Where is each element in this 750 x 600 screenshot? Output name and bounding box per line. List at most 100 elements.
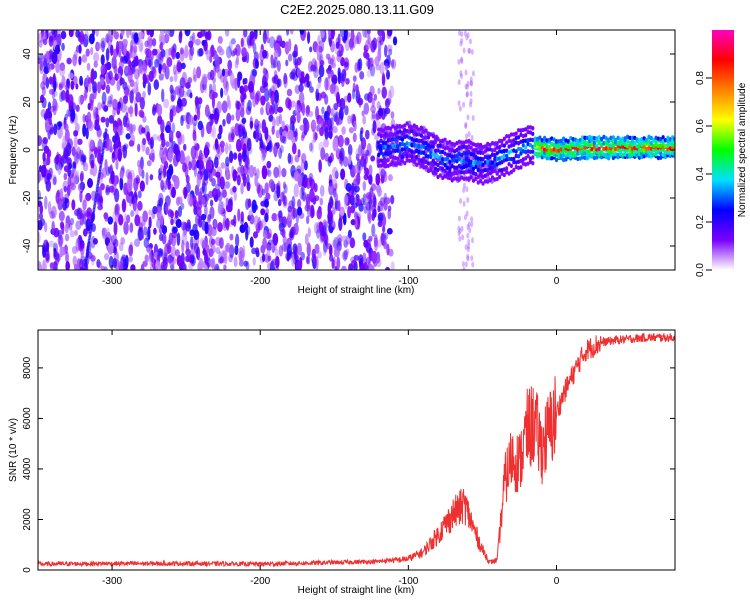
tone-track-cell [379, 138, 383, 143]
spectrogram-cell [181, 263, 188, 270]
tone-track-cell [438, 160, 442, 166]
spectrogram-cell [198, 215, 203, 228]
spectrogram-cell [282, 134, 287, 145]
spectrogram-cell [141, 127, 146, 134]
spectrogram-cell [367, 34, 371, 45]
tone-track-cell [386, 144, 390, 149]
spectrogram-cell [333, 102, 339, 111]
spectrogram-cell [183, 143, 187, 151]
spectrogram-cell [85, 192, 92, 202]
spectrogram-cell [377, 107, 384, 117]
spectrogram-cell [164, 65, 170, 80]
spectrogram-cell [109, 93, 114, 105]
tone-track-cell [507, 138, 511, 144]
tone-track-cell [552, 137, 556, 142]
spectrogram-cell [224, 30, 230, 37]
tone-track-cell [498, 174, 502, 180]
tone-track-cell [519, 128, 523, 133]
spectrogram-cell [317, 35, 321, 45]
tone-track-cell [500, 149, 504, 154]
spectrogram-cell [379, 196, 385, 207]
spectrogram-cell [213, 111, 219, 125]
spectrogram-cell [167, 254, 172, 265]
tone-track-cell [381, 128, 386, 133]
tone-track-cell [607, 137, 611, 142]
tone-track-cell [514, 149, 518, 154]
spectrogram-cell [90, 255, 96, 262]
spectrogram-cell [467, 238, 471, 245]
tone-track-cell [431, 144, 435, 149]
tone-track-cell [490, 165, 495, 171]
spectrogram-cell [100, 64, 106, 75]
spectrogram-cell [161, 225, 168, 235]
tone-track-cell [524, 145, 528, 150]
tone-track-cell [405, 154, 409, 159]
spectrogram-cell [470, 221, 474, 228]
spectrogram-cell [141, 59, 148, 72]
spectrogram-cell [46, 62, 50, 72]
spectrogram-cell [125, 112, 129, 122]
colorbar-label: Normalized spectral amplitude [737, 82, 748, 217]
tone-track-cell [502, 143, 506, 148]
spectrogram-cell [48, 118, 53, 126]
spectrogram-cell [237, 124, 244, 131]
tone-track-cell [476, 160, 480, 165]
tone-track-cell [448, 175, 452, 181]
spectrogram-cell [385, 62, 389, 72]
spectrogram-cell [273, 70, 278, 78]
tone-track-cell [474, 160, 478, 165]
tone-track-cell [531, 155, 535, 160]
spectrogram-cell [390, 58, 397, 70]
spectrogram-y-tick-label: -40 [22, 238, 33, 253]
tone-track-cell [391, 155, 395, 160]
spectrogram-cell [251, 199, 257, 214]
spectrogram-cell [232, 152, 238, 160]
spectrogram-cell [254, 215, 259, 229]
spectrogram-cell [115, 159, 119, 170]
tone-track-cell [417, 157, 421, 163]
spectrogram-cell [108, 115, 115, 124]
tone-track-cell [545, 155, 549, 161]
spectrogram-cell [462, 101, 466, 108]
tone-track-cell [476, 156, 480, 161]
spectrogram-cell [101, 227, 106, 239]
spectrogram-cell [309, 86, 314, 94]
spectrogram-cell [214, 113, 219, 125]
spectrogram-cell [114, 73, 119, 81]
spectrogram-cell [282, 181, 286, 190]
spectrogram-cell [296, 110, 301, 124]
tone-track-cell [531, 131, 535, 137]
tone-track-cell [611, 148, 615, 154]
spectrogram-cell [53, 80, 57, 92]
tone-track-cell [531, 160, 535, 166]
spectrogram-cell [145, 48, 152, 59]
spectrogram-cell [260, 219, 267, 228]
spectrogram-cell [38, 219, 43, 231]
tone-track-cell [488, 178, 492, 183]
tone-track-cell [464, 156, 469, 161]
spectrogram-cell [324, 126, 329, 140]
tone-track-cell [597, 152, 601, 157]
spectrogram-cell [462, 187, 466, 194]
spectrogram-cell [389, 85, 395, 99]
spectrogram-cell [227, 99, 232, 110]
spectrogram-cell [134, 103, 138, 117]
spectrogram-cell [252, 42, 257, 55]
spectrogram-cell [73, 136, 78, 148]
tone-track-cell [543, 147, 547, 152]
spectrogram-cell [42, 72, 48, 86]
spectrogram-cell [85, 127, 89, 140]
spectrogram-cell [129, 222, 134, 233]
spectrogram-cell [83, 89, 88, 101]
spectrogram-cell [271, 212, 278, 222]
spectrogram-cell [307, 227, 311, 238]
spectrogram-cell [353, 254, 360, 261]
spectrogram-cell [95, 30, 99, 37]
colorbar-tick-label: 0.4 [695, 167, 706, 181]
spectrogram-cell [167, 254, 174, 264]
spectrogram-cell [289, 71, 295, 80]
spectrogram-cell [461, 234, 465, 241]
tone-track-cell [564, 157, 568, 162]
